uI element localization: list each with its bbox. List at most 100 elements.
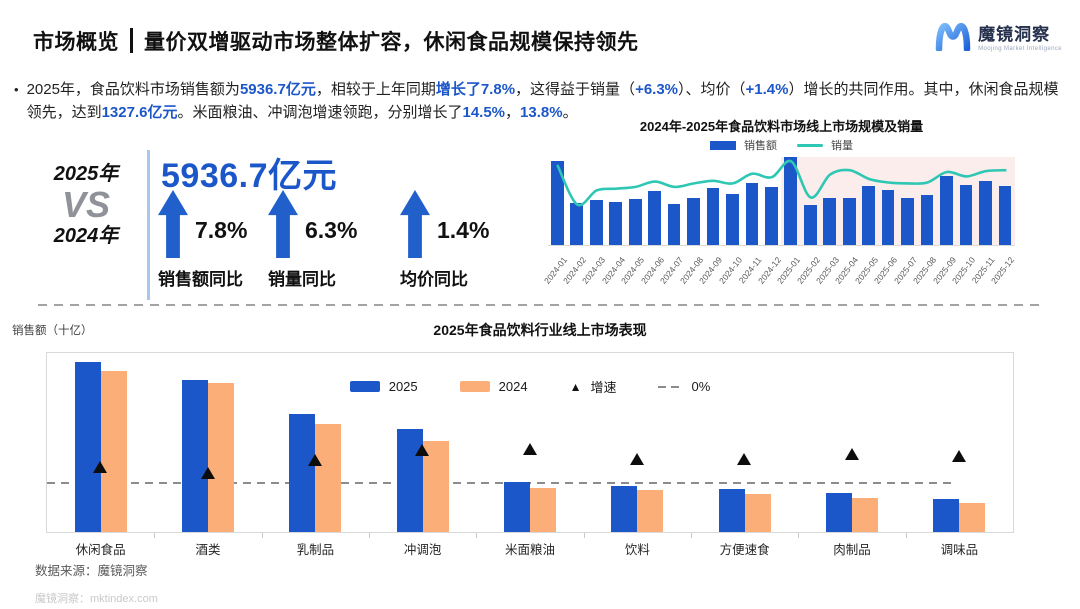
growth-marker	[951, 450, 966, 463]
legend-2024-label: 2024	[498, 379, 528, 394]
sales-bar	[881, 190, 895, 245]
growth-marker	[522, 442, 537, 455]
category-label: 米面粮油	[504, 543, 555, 557]
axis-tick	[691, 533, 692, 538]
dashed-line-icon	[658, 385, 683, 388]
volume-line	[556, 159, 1007, 207]
bar-2025	[289, 414, 316, 532]
sales-bar	[842, 198, 856, 245]
axis-tick	[905, 533, 907, 538]
sales-bar	[862, 186, 876, 245]
summary-segment: 。	[562, 103, 578, 121]
bar-2025	[933, 499, 960, 532]
category-label: 肉制品	[833, 543, 871, 557]
legend-zero: 0%	[658, 379, 710, 394]
up-arrow-icon	[268, 190, 298, 258]
axis-tick	[261, 533, 263, 538]
category-label: 乳制品	[296, 543, 335, 557]
sales-bar	[687, 197, 700, 245]
metric-pct: 7.8%	[195, 217, 248, 243]
sales-bar	[589, 200, 603, 245]
legend-2024-swatch	[459, 381, 490, 392]
bar-2024	[208, 383, 234, 532]
category-chart-title: 2025年食品饮料行业线上市场表现	[433, 322, 647, 338]
legend-2025: 2025	[349, 379, 418, 394]
bar-2024	[637, 490, 664, 532]
sales-bar	[998, 186, 1012, 245]
category-chart-legend: 2025 2024 ▲ 增速 0%	[47, 377, 1013, 396]
category-label: 休闲食品	[75, 543, 126, 557]
metric-volume-yoy: 6.3% 销量同比	[268, 190, 357, 290]
bar-2025	[74, 362, 101, 532]
category-label: 冲调泡	[403, 543, 442, 557]
metric-label: 销量同比	[268, 270, 336, 289]
legend-2025-swatch	[349, 381, 380, 392]
axis-tick	[476, 533, 478, 538]
page-title-section: 市场概览	[33, 31, 119, 54]
summary-segment: ，	[505, 103, 521, 121]
sales-bar	[628, 199, 642, 245]
page-title-main: 量价双增驱动市场整体扩容，休闲食品规模保持领先	[144, 31, 639, 54]
metric-sales-yoy: 7.8% 销售额同比	[158, 190, 247, 290]
legend-growth: ▲ 增速	[570, 377, 617, 396]
monthly-x-axis: 2024-01 2024-02 2024-03 2024-04 2024-05 2024-…	[541, 247, 1016, 303]
sales-bar	[901, 197, 914, 245]
growth-marker	[93, 460, 108, 473]
metric-pct: 1.4%	[437, 217, 490, 243]
summary-segment: ，这得益于销量（	[515, 81, 636, 98]
growth-marker	[415, 444, 430, 457]
bar-2025	[182, 380, 208, 532]
sales-bar	[609, 201, 623, 245]
growth-marker	[844, 448, 859, 461]
growth-marker	[737, 452, 752, 465]
vs-label: VS	[61, 184, 111, 225]
summary-highlight: +1.4%	[745, 81, 789, 98]
sales-bar	[570, 202, 584, 245]
bullet-marker: •	[14, 82, 19, 97]
year-comparison: 2025年 VS 2024年	[30, 162, 142, 248]
year-2024-label: 2024年	[53, 224, 119, 247]
bar-2025	[826, 493, 852, 532]
legend-2024: 2024	[459, 379, 528, 394]
sales-bar	[550, 160, 564, 245]
sales-bar	[940, 176, 953, 245]
summary-segment: 。米面粮油、冲调泡增速领跑，分别增长了	[177, 103, 463, 121]
triangle-icon: ▲	[569, 379, 582, 394]
sales-bar	[726, 194, 739, 245]
summary-highlight: 13.8%	[520, 103, 563, 121]
bar-2025	[718, 489, 745, 532]
summary-highlight: 5936.7亿元	[239, 81, 316, 98]
summary-segment: ）、均价（	[678, 81, 746, 98]
summary-highlight: 增长了7.8%	[435, 81, 516, 98]
summary-highlight: 1327.6亿元	[101, 103, 178, 121]
sales-bar	[979, 180, 992, 245]
sales-bar	[823, 197, 837, 245]
bar-2024	[744, 494, 771, 532]
axis-tick	[369, 533, 370, 538]
sales-bar	[667, 203, 681, 245]
metric-label: 均价同比	[400, 270, 468, 289]
sales-bar	[920, 194, 934, 245]
monthly-plot	[548, 157, 1015, 246]
sales-bar	[959, 185, 973, 245]
bar-2024	[100, 371, 127, 532]
data-source: 数据来源：魔镜洞察	[35, 564, 148, 578]
sales-bar	[784, 157, 798, 245]
sales-bar	[803, 204, 817, 245]
metric-label: 销售额同比	[158, 270, 243, 289]
category-plot: 2025 2024 ▲ 增速 0% 休闲食品 酒类 乳制品 冲调泡 米面粮油 饮料 方便速食…	[46, 352, 1014, 557]
summary-segment: ，相较于上年同期	[315, 81, 436, 98]
category-chart-ylabel: 销售额（十亿）	[12, 325, 93, 337]
logo-subtitle: Moojing Market Intelligence	[978, 46, 1062, 52]
watermark: 魔镜洞察：mktindex.com	[35, 593, 158, 605]
logo-m-icon	[935, 22, 971, 51]
category-label: 方便速食	[719, 543, 770, 557]
category-label: 酒类	[195, 543, 221, 557]
sales-bar	[706, 187, 720, 245]
growth-marker	[307, 453, 322, 466]
sales-legend-label: 销售额	[744, 140, 777, 152]
summary-segment: 2025年，食品饮料市场销售额为	[26, 81, 240, 98]
sales-bar	[745, 183, 759, 245]
legend-growth-label: 增速	[590, 380, 617, 395]
